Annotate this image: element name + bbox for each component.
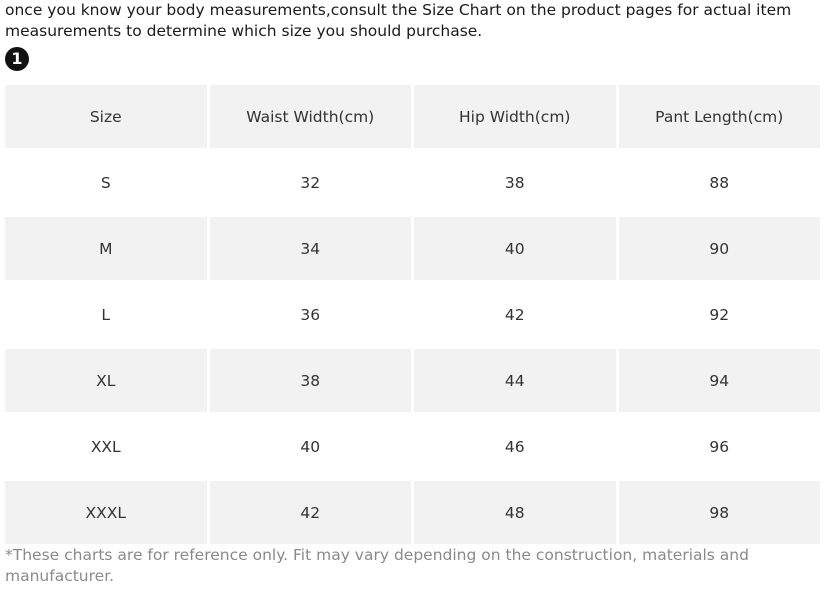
table-cell: L bbox=[101, 305, 111, 324]
header-cell: Waist Width(cm) bbox=[209, 85, 411, 148]
size-table: Size Waist Width(cm) Hip Width(cm) Pant Len… bbox=[5, 85, 820, 544]
table-cell: 98 bbox=[618, 481, 820, 544]
header-cell: Hip Width(cm) bbox=[414, 85, 616, 148]
table-cell: 48 bbox=[414, 481, 616, 544]
table-cell: M bbox=[5, 217, 207, 280]
table-cell: 36 bbox=[300, 305, 321, 324]
step-badge: 1 bbox=[5, 47, 29, 71]
header-cell: Size bbox=[5, 85, 207, 148]
table-cell: 32 bbox=[300, 173, 321, 192]
table-cell: 38 bbox=[209, 349, 411, 412]
table-cell: 46 bbox=[504, 437, 525, 456]
table-cell: 90 bbox=[618, 217, 820, 280]
table-cell: 94 bbox=[618, 349, 820, 412]
table-cell: 96 bbox=[709, 437, 730, 456]
table-cell: XXXL bbox=[5, 481, 207, 544]
table-cell: XL bbox=[5, 349, 207, 412]
table-cell: 38 bbox=[504, 173, 525, 192]
table-cell: 40 bbox=[300, 437, 321, 456]
header-cell: Pant Length(cm) bbox=[618, 85, 820, 148]
table-cell: 42 bbox=[209, 481, 411, 544]
table-cell: 92 bbox=[709, 305, 730, 324]
table-cell: S bbox=[100, 173, 111, 192]
table-cell: 44 bbox=[414, 349, 616, 412]
footnote: *These charts are for reference only. Fi… bbox=[5, 546, 749, 585]
table-cell: 40 bbox=[414, 217, 616, 280]
intro-text: once you know your body measurements,con… bbox=[5, 1, 792, 40]
table-cell: 34 bbox=[209, 217, 411, 280]
table-cell: 88 bbox=[709, 173, 730, 192]
table-cell: 42 bbox=[504, 305, 525, 324]
table-cell: XXL bbox=[90, 437, 121, 456]
